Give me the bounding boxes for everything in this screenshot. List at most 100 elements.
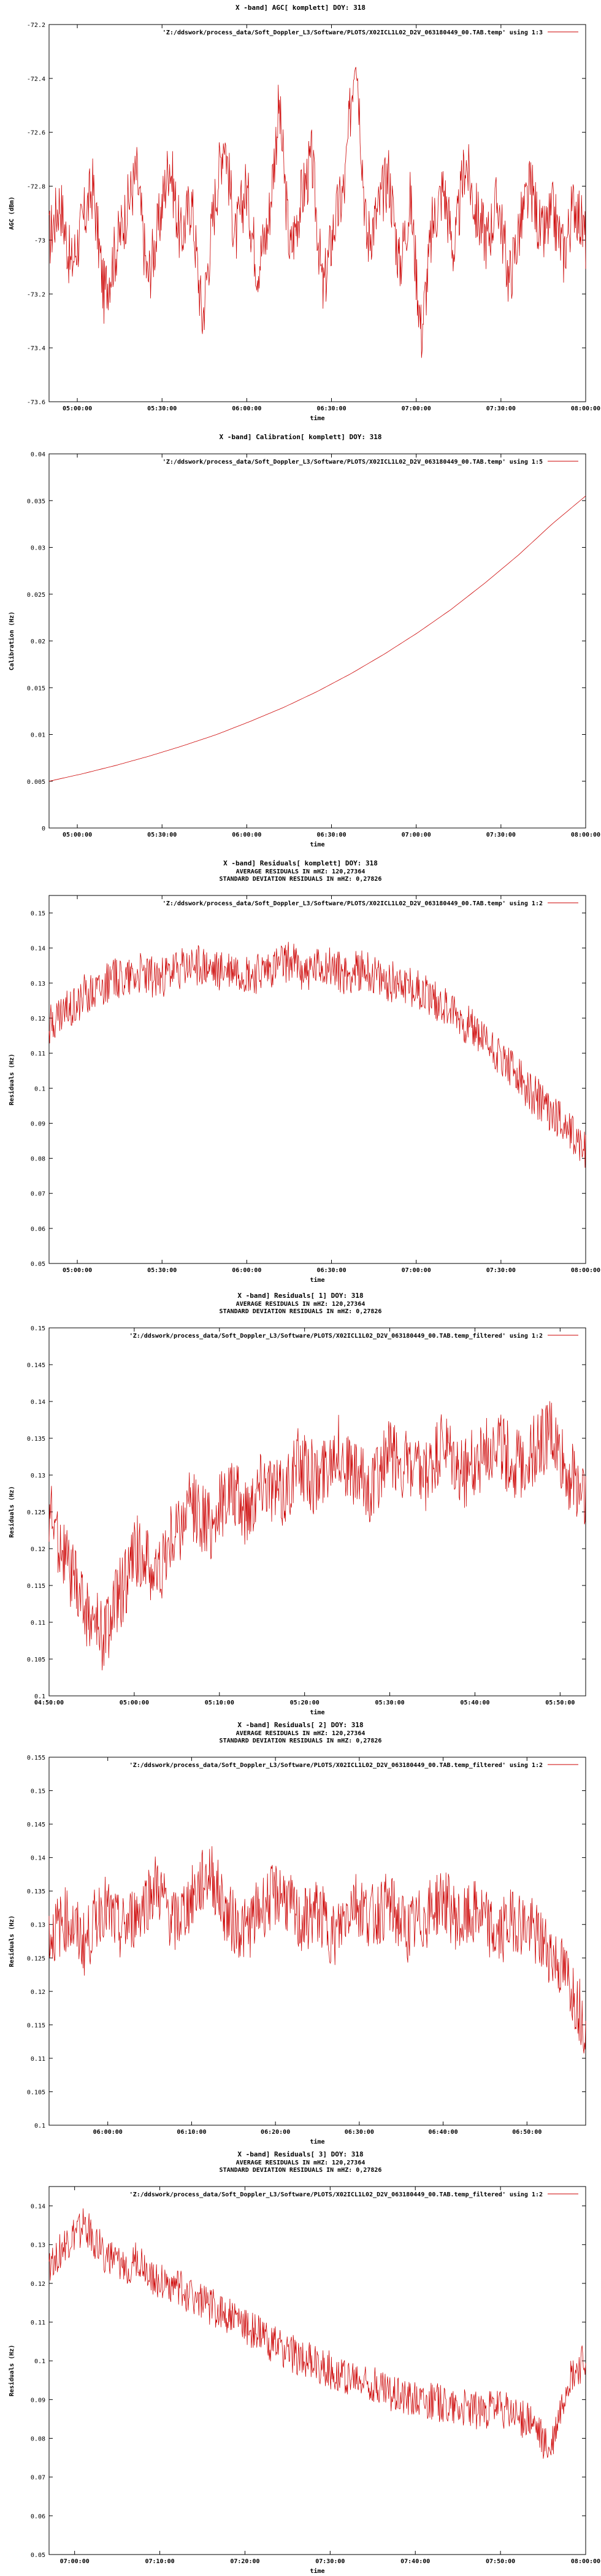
y-tick-label: -73.2 xyxy=(27,291,45,298)
y-axis-label: Calibration (Hz) xyxy=(8,611,15,670)
legend-entry: 'Z:/ddswork/process_data/Soft_Doppler_L3… xyxy=(129,1761,543,1769)
y-tick-label: 0.15 xyxy=(31,1325,45,1332)
y-tick-label: 0.135 xyxy=(27,1888,45,1895)
y-tick-label: 0.025 xyxy=(27,592,45,599)
chart-title: X -band] AGC[ komplett] DOY: 318 xyxy=(235,4,366,12)
x-tick-label: 07:00:00 xyxy=(402,405,431,412)
x-tick-label: 07:30:00 xyxy=(486,1267,516,1274)
x-tick-label: 07:00:00 xyxy=(60,2558,90,2565)
y-tick-label: 0.105 xyxy=(27,1657,45,1663)
y-tick-label: 0.14 xyxy=(31,1399,45,1406)
x-tick-label: 05:30:00 xyxy=(147,832,177,838)
x-tick-label: 07:20:00 xyxy=(230,2558,259,2565)
plot-frame xyxy=(48,895,586,1264)
x-tick-label: 06:30:00 xyxy=(316,405,346,412)
y-axis-label: Residuals (Hz) xyxy=(8,2345,15,2396)
y-tick-label: 0.115 xyxy=(27,2022,45,2029)
x-axis-label: time xyxy=(310,2138,324,2145)
x-tick-label: 08:00:00 xyxy=(571,1267,600,1274)
y-tick-label: 0.14 xyxy=(31,1855,45,1862)
y-tick-label: 0 xyxy=(42,826,45,832)
y-axis-label: Residuals (Hz) xyxy=(8,1054,15,1105)
y-tick-label: 0.11 xyxy=(31,2320,45,2326)
series-line xyxy=(48,941,586,1168)
series-line xyxy=(48,2208,586,2459)
y-tick-label: 0.1 xyxy=(34,2358,45,2365)
y-tick-label: 0.145 xyxy=(27,1362,45,1369)
y-tick-label: 0.07 xyxy=(31,1191,45,1198)
y-tick-label: 0.13 xyxy=(31,2242,45,2249)
y-tick-label: 0.13 xyxy=(31,1922,45,1929)
y-tick-label: 0.005 xyxy=(27,779,45,786)
y-tick-label: -72.2 xyxy=(27,22,45,29)
chart-subtitle: AVERAGE RESIDUALS IN mHZ: 120,27364 xyxy=(236,1730,366,1737)
x-axis-label: time xyxy=(310,415,324,422)
y-tick-label: -72.4 xyxy=(27,76,45,83)
y-tick-label: 0.12 xyxy=(31,1989,45,1996)
x-tick-label: 06:30:00 xyxy=(316,832,346,838)
x-axis-label: time xyxy=(310,2567,324,2575)
y-tick-label: 0.1 xyxy=(34,1693,45,1700)
x-tick-label: 07:00:00 xyxy=(402,1267,431,1274)
y-tick-label: 0.05 xyxy=(31,1261,45,1268)
x-tick-label: 05:00:00 xyxy=(63,405,92,412)
x-tick-label: 06:10:00 xyxy=(177,2129,206,2136)
x-tick-label: 06:30:00 xyxy=(345,2129,374,2136)
plot-frame xyxy=(48,2186,586,2555)
x-tick-label: 05:50:00 xyxy=(545,1700,575,1706)
y-tick-label: 0.12 xyxy=(31,2281,45,2288)
y-tick-label: 0.14 xyxy=(31,946,45,953)
legend-entry: 'Z:/ddswork/process_data/Soft_Doppler_L3… xyxy=(163,900,543,907)
y-tick-label: 0.035 xyxy=(27,498,45,505)
y-tick-label: 0.02 xyxy=(31,638,45,645)
y-tick-label: 0.1 xyxy=(34,1086,45,1092)
y-tick-label: 0.125 xyxy=(27,1509,45,1516)
y-tick-label: 0.15 xyxy=(31,911,45,918)
y-tick-label: 0.145 xyxy=(27,1822,45,1828)
x-tick-label: 05:10:00 xyxy=(205,1700,234,1706)
chart-title: X -band] Residuals[ 1] DOY: 318 xyxy=(237,1292,363,1300)
x-tick-label: 08:00:00 xyxy=(571,405,600,412)
x-tick-label: 06:40:00 xyxy=(428,2129,457,2136)
x-tick-label: 06:00:00 xyxy=(232,1267,261,1274)
x-tick-label: 07:40:00 xyxy=(400,2558,430,2565)
legend-entry: 'Z:/ddswork/process_data/Soft_Doppler_L3… xyxy=(163,458,543,466)
y-tick-label: 0.13 xyxy=(31,981,45,987)
chart-title: X -band] Residuals[ 3] DOY: 318 xyxy=(237,2150,363,2158)
y-tick-label: 0.13 xyxy=(31,1473,45,1479)
y-tick-label: -73.4 xyxy=(27,345,45,352)
y-tick-label: 0.115 xyxy=(27,1583,45,1590)
chart-subtitle: AVERAGE RESIDUALS IN mHZ: 120,27364 xyxy=(236,1301,366,1308)
x-axis-label: time xyxy=(310,841,324,848)
y-tick-label: 0.09 xyxy=(31,1121,45,1127)
chart-subtitle: STANDARD DEVIATION RESIDUALS IN mHZ: 0,2… xyxy=(220,876,382,883)
x-tick-label: 05:00:00 xyxy=(120,1700,149,1706)
x-tick-label: 05:00:00 xyxy=(63,832,92,838)
y-tick-label: 0.08 xyxy=(31,2436,45,2443)
x-tick-label: 07:30:00 xyxy=(486,405,516,412)
y-tick-label: 0.11 xyxy=(31,1620,45,1627)
y-axis-label: AGC (dBm) xyxy=(9,196,15,229)
y-tick-label: 0.09 xyxy=(31,2397,45,2404)
x-axis-label: time xyxy=(310,1276,324,1284)
y-tick-label: 0.1 xyxy=(34,2123,45,2129)
y-tick-label: 0.14 xyxy=(31,2204,45,2210)
y-tick-label: 0.155 xyxy=(27,1755,45,1761)
y-tick-label: 0.06 xyxy=(31,1226,45,1233)
x-tick-label: 06:00:00 xyxy=(232,405,261,412)
y-tick-label: 0.01 xyxy=(31,732,45,739)
x-tick-label: 06:00:00 xyxy=(93,2129,123,2136)
x-tick-label: 07:30:00 xyxy=(486,832,516,838)
x-tick-label: 05:30:00 xyxy=(375,1700,404,1706)
series-line xyxy=(48,67,586,358)
chart-subtitle: STANDARD DEVIATION RESIDUALS IN mHZ: 0,2… xyxy=(220,2167,382,2174)
x-tick-label: 05:00:00 xyxy=(63,1267,92,1274)
x-tick-label: 07:50:00 xyxy=(486,2558,515,2565)
series-line xyxy=(48,1846,586,2053)
chart-subtitle: STANDARD DEVIATION RESIDUALS IN mHZ: 0,2… xyxy=(220,1738,382,1744)
y-axis-label: Residuals (Hz) xyxy=(8,1915,15,1967)
x-tick-label: 07:00:00 xyxy=(402,832,431,838)
